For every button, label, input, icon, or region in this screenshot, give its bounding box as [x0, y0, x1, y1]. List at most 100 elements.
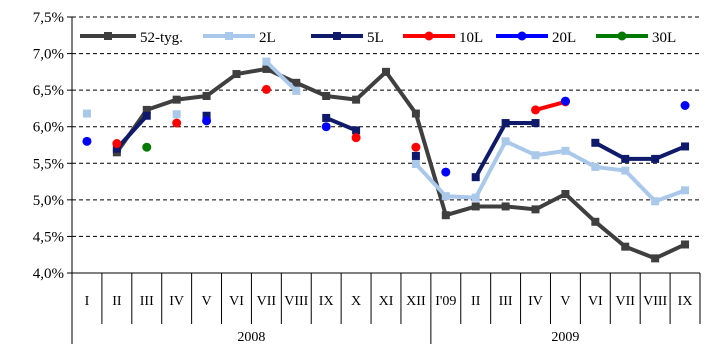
data-point [351, 133, 361, 143]
y-tick-label: 4,5% [33, 229, 64, 245]
legend-label: 10L [459, 30, 483, 46]
y-tick-label: 6,5% [33, 83, 64, 99]
data-point [411, 109, 420, 118]
data-point [471, 173, 480, 182]
legend-item: 20L [496, 30, 576, 46]
data-point [651, 254, 660, 263]
data-point [352, 126, 361, 135]
x-tick-label: IX [678, 294, 693, 309]
data-point [651, 197, 660, 206]
data-point [441, 167, 451, 177]
x-tick-label: IV [528, 294, 543, 309]
data-point [681, 142, 690, 151]
axes [67, 16, 701, 344]
data-point [681, 186, 690, 195]
x-tick-label: VI [229, 294, 244, 309]
x-tick-label: I'09 [435, 294, 456, 309]
series-line [115, 66, 686, 261]
x-tick-label: VI [588, 294, 603, 309]
x-tick-label: VIII [643, 294, 667, 309]
data-point [621, 242, 630, 251]
data-point [322, 91, 331, 100]
y-tick-label: 6,0% [33, 120, 64, 136]
x-tick-label: XII [406, 294, 426, 309]
x-tick-label: IX [319, 294, 334, 309]
data-point [82, 109, 91, 118]
data-point [142, 142, 152, 152]
data-point [591, 138, 600, 147]
year-label: 2008 [237, 330, 265, 345]
data-point [172, 95, 181, 104]
data-point [681, 240, 690, 249]
series-line [414, 139, 686, 204]
series-line [594, 141, 686, 161]
data-point [591, 217, 600, 226]
data-point [172, 110, 181, 119]
series-2 [82, 57, 690, 206]
data-point [561, 190, 570, 199]
data-point [262, 57, 271, 66]
x-tick-label: VII [616, 294, 636, 309]
data-point [471, 193, 480, 202]
data-point [501, 119, 510, 128]
series-5 [82, 96, 690, 177]
y-tick-label: 7,0% [33, 47, 64, 63]
x-tick-label: III [499, 294, 513, 309]
data-point [501, 137, 510, 146]
series-line [115, 114, 149, 151]
y-tick-label: 5,0% [33, 193, 64, 209]
series-lines [82, 57, 690, 263]
x-tick-label: VII [257, 294, 277, 309]
series-3 [112, 111, 690, 182]
data-point [142, 111, 151, 120]
x-tick-label: II [471, 294, 481, 309]
data-point [560, 96, 570, 106]
legend-marker [104, 32, 112, 40]
legend-item: 5L [311, 30, 384, 46]
x-tick-label: V [202, 294, 212, 309]
legend-item: 10L [403, 30, 483, 46]
x-tick-label: I [85, 294, 90, 309]
series-1 [112, 64, 690, 263]
data-point [172, 118, 182, 128]
data-point [262, 64, 271, 73]
data-point [322, 113, 331, 122]
data-point [202, 111, 211, 120]
legend-item: 2L [203, 30, 276, 46]
x-tick-label: X [351, 294, 361, 309]
series-line [264, 60, 298, 93]
data-point [82, 136, 92, 146]
legend-marker [617, 31, 627, 41]
data-point [112, 139, 122, 149]
legend-marker [517, 31, 527, 41]
data-point [411, 151, 420, 160]
y-tick-label: 7,5% [33, 10, 64, 26]
data-point [591, 162, 600, 171]
data-point [382, 67, 390, 76]
data-point [441, 211, 450, 220]
data-point [142, 105, 151, 114]
year-label: 2009 [551, 330, 579, 345]
legend-label: 2L [259, 30, 276, 46]
series-6 [142, 142, 152, 152]
x-tick-label: VIII [284, 294, 308, 309]
data-point [621, 154, 630, 163]
data-point [531, 151, 540, 160]
data-point [352, 95, 361, 104]
y-tick-label: 4,0% [33, 266, 64, 282]
y-tick-labels: 4,0% 4,5% 5,0% 5,5% 6,0% 6,5% 7,0% 7,5% [33, 10, 64, 282]
y-tick-label: 5,5% [33, 156, 64, 172]
legend-label: 20L [552, 30, 576, 46]
x-tick-label: III [140, 294, 154, 309]
legend-marker [333, 32, 341, 40]
data-point [531, 205, 540, 214]
legend-label: 52-tyg. [140, 30, 183, 46]
data-point [471, 202, 480, 211]
data-point [112, 144, 121, 153]
data-point [411, 160, 420, 169]
data-point [531, 105, 541, 115]
legend-label: 5L [367, 30, 384, 46]
data-point [292, 86, 301, 95]
series-line [535, 99, 566, 112]
